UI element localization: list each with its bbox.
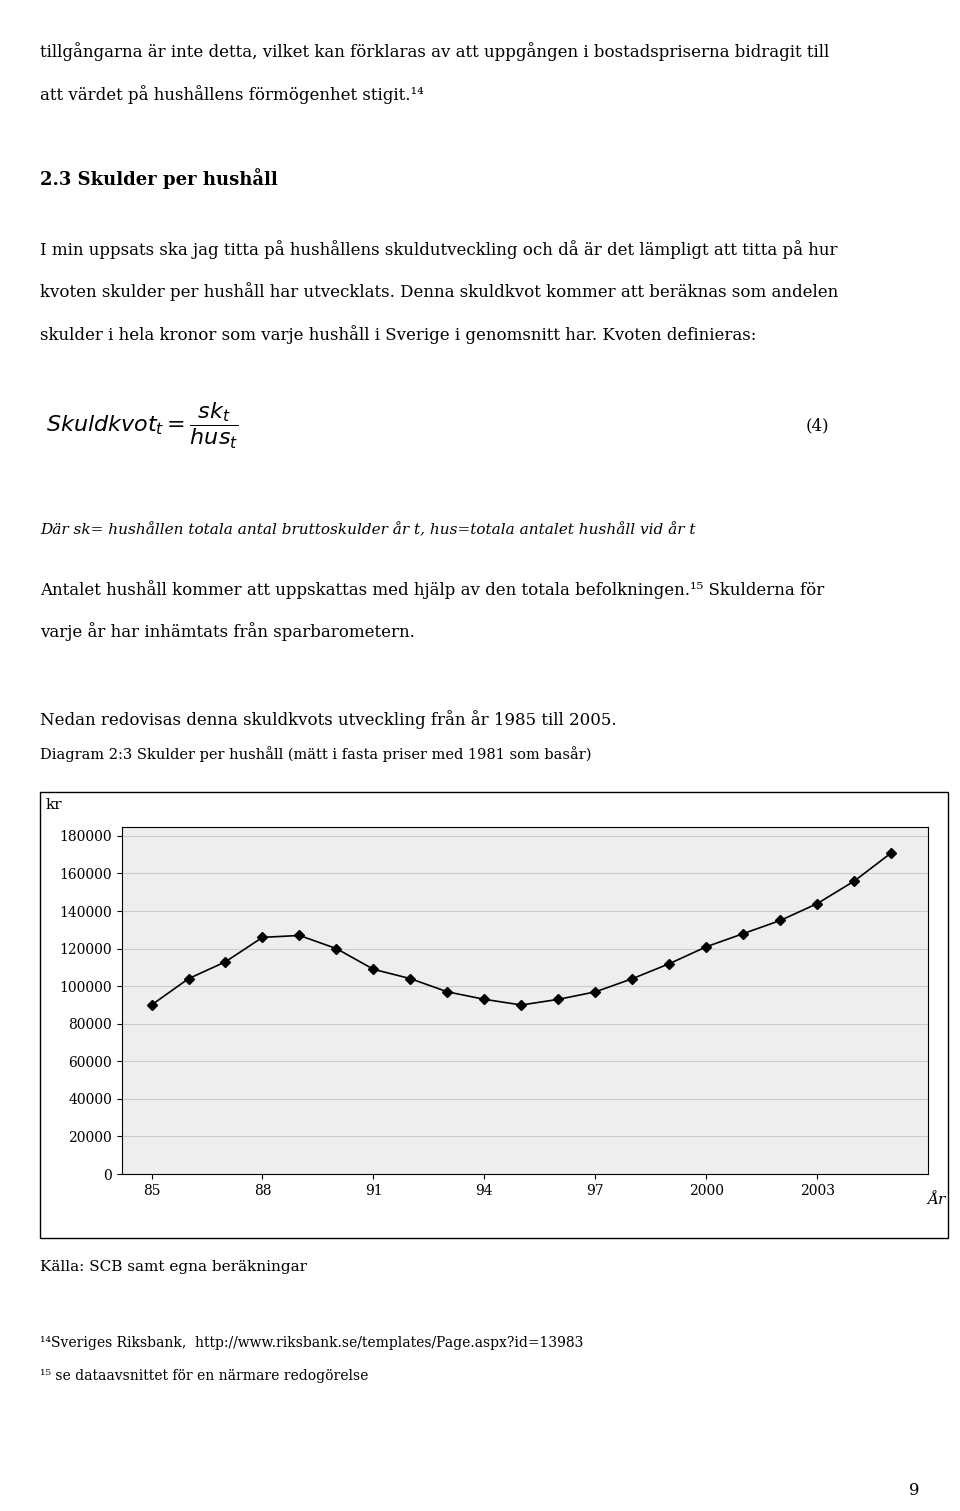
Text: År: År [927,1192,946,1207]
Text: Diagram 2:3 Skulder per hushåll (mätt i fasta priser med 1981 som basår): Diagram 2:3 Skulder per hushåll (mätt i … [40,746,591,763]
Text: skulder i hela kronor som varje hushåll i Sverige i genomsnitt har. Kvoten defin: skulder i hela kronor som varje hushåll … [40,325,756,345]
Text: Källa: SCB samt egna beräkningar: Källa: SCB samt egna beräkningar [40,1260,307,1274]
Text: 2.3 Skulder per hushåll: 2.3 Skulder per hushåll [40,168,278,189]
Text: (4): (4) [806,417,829,434]
Text: I min uppsats ska jag titta på hushållens skuldutveckling och då är det lämpligt: I min uppsats ska jag titta på hushållen… [40,240,838,260]
Text: Nedan redovisas denna skuldkvots utveckling från år 1985 till 2005.: Nedan redovisas denna skuldkvots utveckl… [40,710,617,730]
Text: ¹⁴Sveriges Riksbank,  http://www.riksbank.se/templates/Page.aspx?id=13983: ¹⁴Sveriges Riksbank, http://www.riksbank… [40,1336,584,1349]
Text: kr: kr [45,798,61,811]
Text: tillgångarna är inte detta, vilket kan förklaras av att uppgången i bostadsprise: tillgångarna är inte detta, vilket kan f… [40,42,829,62]
Text: 9: 9 [909,1482,920,1499]
Text: varje år har inhämtats från sparbarometern.: varje år har inhämtats från sparbaromete… [40,623,415,642]
Text: att värdet på hushållens förmögenhet stigit.¹⁴: att värdet på hushållens förmögenhet sti… [40,85,424,104]
Text: Antalet hushåll kommer att uppskattas med hjälp av den totala befolkningen.¹⁵ Sk: Antalet hushåll kommer att uppskattas me… [40,580,825,600]
Text: $\mathit{Skuldkvot}_t = \dfrac{\mathit{sk}_t}{\mathit{hus}_t}$: $\mathit{Skuldkvot}_t = \dfrac{\mathit{s… [46,400,239,450]
Text: kvoten skulder per hushåll har utvecklats. Denna skuldkvot kommer att beräknas s: kvoten skulder per hushåll har utvecklat… [40,283,839,302]
Text: Där sk= hushållen totala antal bruttoskulder år t, hus=totala antalet hushåll vi: Där sk= hushållen totala antal bruttosku… [40,523,696,538]
Text: ¹⁵ se dataavsnittet för en närmare redogörelse: ¹⁵ se dataavsnittet för en närmare redog… [40,1369,369,1383]
